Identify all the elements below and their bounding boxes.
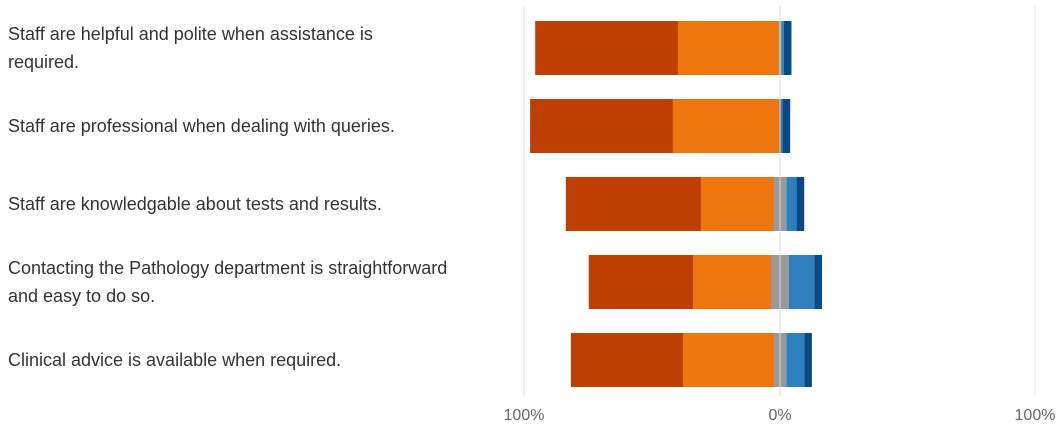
bar-segment: [535, 21, 678, 75]
bar-segment: [700, 177, 780, 231]
bar-segment: [804, 333, 812, 387]
category-label: Staff are professional when dealing with…: [8, 116, 395, 136]
bar-segment: [786, 177, 797, 231]
x-tick-label: 100%: [1015, 407, 1056, 424]
bar-segment: [570, 333, 684, 387]
bar-segment: [783, 21, 792, 75]
category-labels: Staff are helpful and polite when assist…: [0, 0, 470, 428]
bar-segment: [796, 177, 805, 231]
bar-segment: [565, 177, 701, 231]
bar-segment: [788, 255, 815, 309]
bar-segment: [786, 333, 805, 387]
bar-segment: [678, 21, 780, 75]
category-label: Clinical advice is available when requir…: [8, 350, 342, 370]
bar-segment: [814, 255, 823, 309]
bar-segment: [672, 99, 780, 153]
bar-segment: [782, 99, 791, 153]
bar-segment: [693, 255, 780, 309]
category-label: Contacting the Pathology department is s…: [8, 258, 448, 306]
bar-segment: [683, 333, 780, 387]
x-tick-label: 100%: [504, 407, 545, 424]
bar-segment: [588, 255, 694, 309]
bar-segment: [530, 99, 673, 153]
category-label: Staff are knowledgable about tests and r…: [8, 194, 382, 214]
category-label: Staff are helpful and polite when assist…: [8, 24, 373, 72]
bar-segment: [780, 99, 783, 153]
x-tick-label: 0%: [768, 407, 791, 424]
bar-segment: [781, 21, 784, 75]
